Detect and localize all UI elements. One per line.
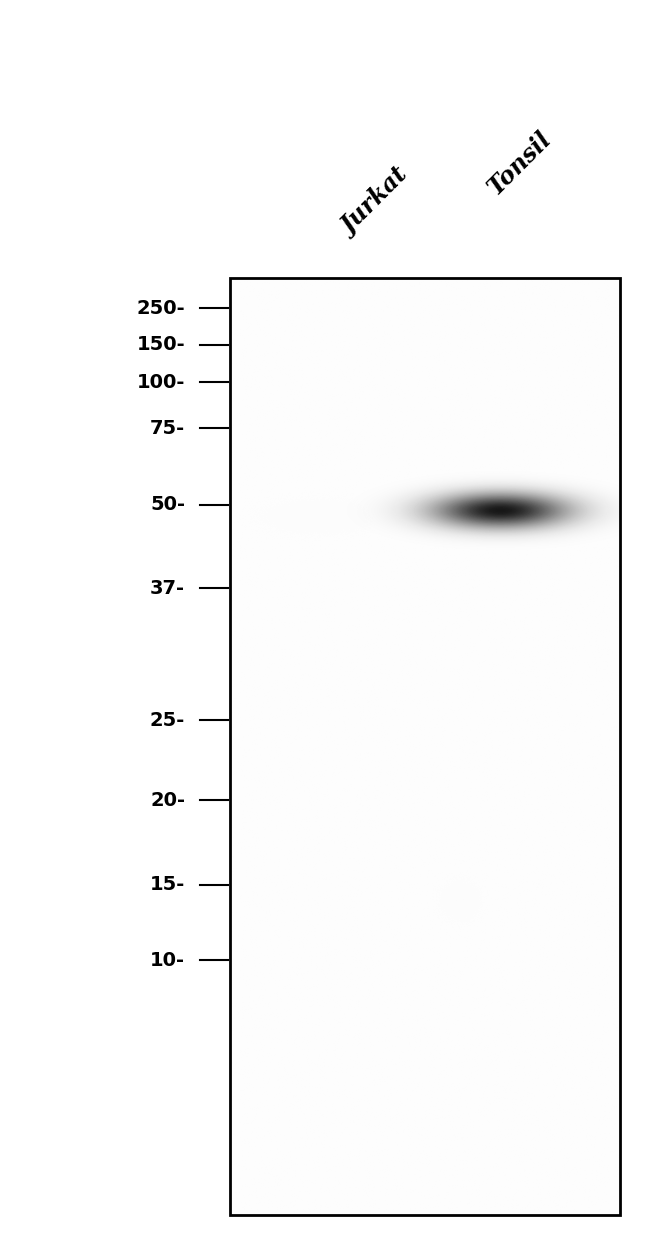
Text: Tonsil: Tonsil: [483, 127, 556, 200]
Text: 250-: 250-: [136, 299, 185, 318]
Text: 100-: 100-: [136, 372, 185, 391]
Text: 150-: 150-: [136, 335, 185, 355]
Text: 15-: 15-: [150, 875, 185, 895]
Text: 75-: 75-: [150, 419, 185, 437]
Text: 37-: 37-: [150, 579, 185, 598]
Text: 50-: 50-: [150, 495, 185, 515]
Bar: [230, 278, 620, 1215]
Text: Jurkat: Jurkat: [338, 164, 414, 240]
Text: 10-: 10-: [150, 950, 185, 970]
Text: 20-: 20-: [150, 790, 185, 810]
Text: 25-: 25-: [150, 710, 185, 730]
